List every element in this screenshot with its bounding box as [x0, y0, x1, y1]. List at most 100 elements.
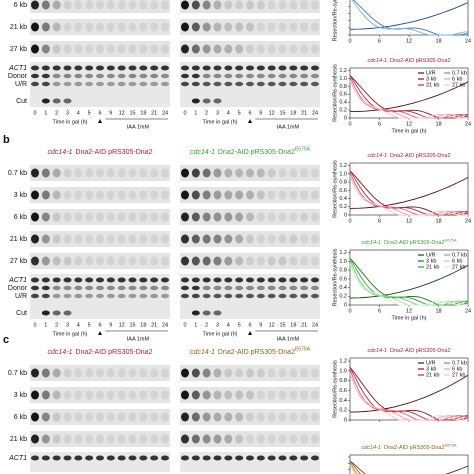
row-label: U/R — [15, 293, 27, 300]
row-label: ACT1 — [8, 277, 27, 284]
mutation: E675A — [295, 347, 311, 353]
gel-band — [181, 277, 189, 283]
lane-label: 15 — [279, 110, 285, 116]
gel-band — [150, 168, 159, 178]
lane-label: 9 — [259, 110, 262, 116]
gel-band — [311, 22, 319, 32]
lane-label: 0 — [33, 322, 36, 328]
plot-curve — [349, 258, 469, 306]
lane-label: 5 — [88, 322, 91, 328]
gel-band — [161, 368, 169, 378]
y-tick-label: 0.8 — [339, 268, 347, 274]
gel-band — [213, 73, 222, 79]
legend-label: 6 kb — [452, 258, 462, 264]
construct: Dna2-AID pRS305-Dna2 — [384, 445, 445, 451]
gel-band — [256, 73, 265, 79]
lane-label: 18 — [290, 110, 296, 116]
gel-band — [106, 277, 115, 283]
gel-band — [224, 434, 233, 444]
gel-band — [63, 390, 72, 400]
arrow — [248, 119, 252, 123]
gel-band — [256, 293, 265, 299]
gel-band — [128, 44, 137, 54]
gel-band — [31, 212, 39, 222]
row-label: 27 kb — [10, 46, 27, 53]
gel-band — [224, 285, 233, 291]
gel-band — [267, 234, 276, 244]
gel-band — [278, 368, 287, 378]
gel-band — [181, 0, 189, 10]
gel-band — [63, 65, 72, 71]
gel-band — [41, 65, 50, 71]
gel-band — [213, 212, 222, 222]
gel-band — [41, 277, 50, 283]
gel-band — [235, 256, 244, 266]
gel-band — [85, 293, 94, 299]
gel-band — [52, 98, 61, 104]
x-tick-label: 18 — [435, 308, 441, 314]
gel-band — [311, 256, 319, 266]
gel-band — [52, 22, 61, 32]
gel-band — [202, 212, 211, 222]
gel-band — [63, 190, 72, 200]
row-label: 3 kb — [14, 392, 27, 399]
gel-band — [311, 434, 319, 444]
axis-label: Time in gal (h) — [53, 119, 88, 125]
gel-band — [278, 212, 287, 222]
gel-band — [289, 434, 298, 444]
gel-band — [202, 285, 211, 291]
gel-band — [181, 256, 189, 266]
gel-band — [139, 293, 148, 299]
gel-band — [256, 412, 265, 422]
gel-band — [52, 168, 61, 178]
genotype: cdc14-1 — [48, 149, 73, 156]
gel-band — [63, 212, 72, 222]
gel-band — [202, 277, 211, 283]
gel-band — [31, 0, 39, 10]
axis-label: Time in gal (h) — [203, 119, 238, 125]
gel-band — [139, 44, 148, 54]
gel-band — [246, 73, 254, 79]
y-tick-label: 0.6 — [339, 92, 347, 98]
row-label: 0.7 kb — [8, 170, 27, 177]
y-tick-label: 1.0 — [339, 76, 347, 82]
plot-curve — [349, 80, 468, 119]
gel-band — [213, 234, 222, 244]
legend-label: U/R — [426, 360, 436, 366]
gel-band — [52, 256, 61, 266]
gel-band — [300, 168, 309, 178]
lane-label: 1 — [194, 110, 197, 116]
gel-band — [96, 285, 104, 291]
y-axis-label: Resection/Re-synthesis — [332, 160, 338, 218]
gel-band — [224, 234, 233, 244]
lane-label: 21 — [151, 322, 157, 328]
gel-band — [74, 22, 83, 32]
gel-band — [278, 22, 287, 32]
gel-band — [289, 22, 298, 32]
gel-band — [224, 277, 233, 283]
gel-band — [31, 277, 39, 283]
y-tick-label: 0 — [344, 115, 347, 121]
plot-curve — [445, 465, 469, 474]
gel-band — [289, 65, 298, 71]
gel-band — [300, 285, 309, 291]
legend-label: 6 kb — [452, 76, 462, 82]
gel-band — [202, 65, 211, 71]
gel-band — [96, 390, 104, 400]
gel-band — [289, 190, 298, 200]
gel-band — [106, 368, 115, 378]
gel-band — [31, 168, 39, 178]
gel-band — [150, 455, 159, 461]
plot-curve — [349, 76, 469, 119]
lane-label: 1 — [44, 322, 47, 328]
gel-band — [74, 412, 83, 422]
gel-band — [41, 234, 50, 244]
gel-band — [52, 0, 61, 10]
genotype: cdc14-1 — [361, 445, 381, 451]
gel-band — [139, 455, 148, 461]
row-label: 21 kb — [10, 24, 27, 31]
gel-band — [128, 368, 137, 378]
gel-band — [289, 73, 298, 79]
gel-band — [31, 22, 39, 32]
